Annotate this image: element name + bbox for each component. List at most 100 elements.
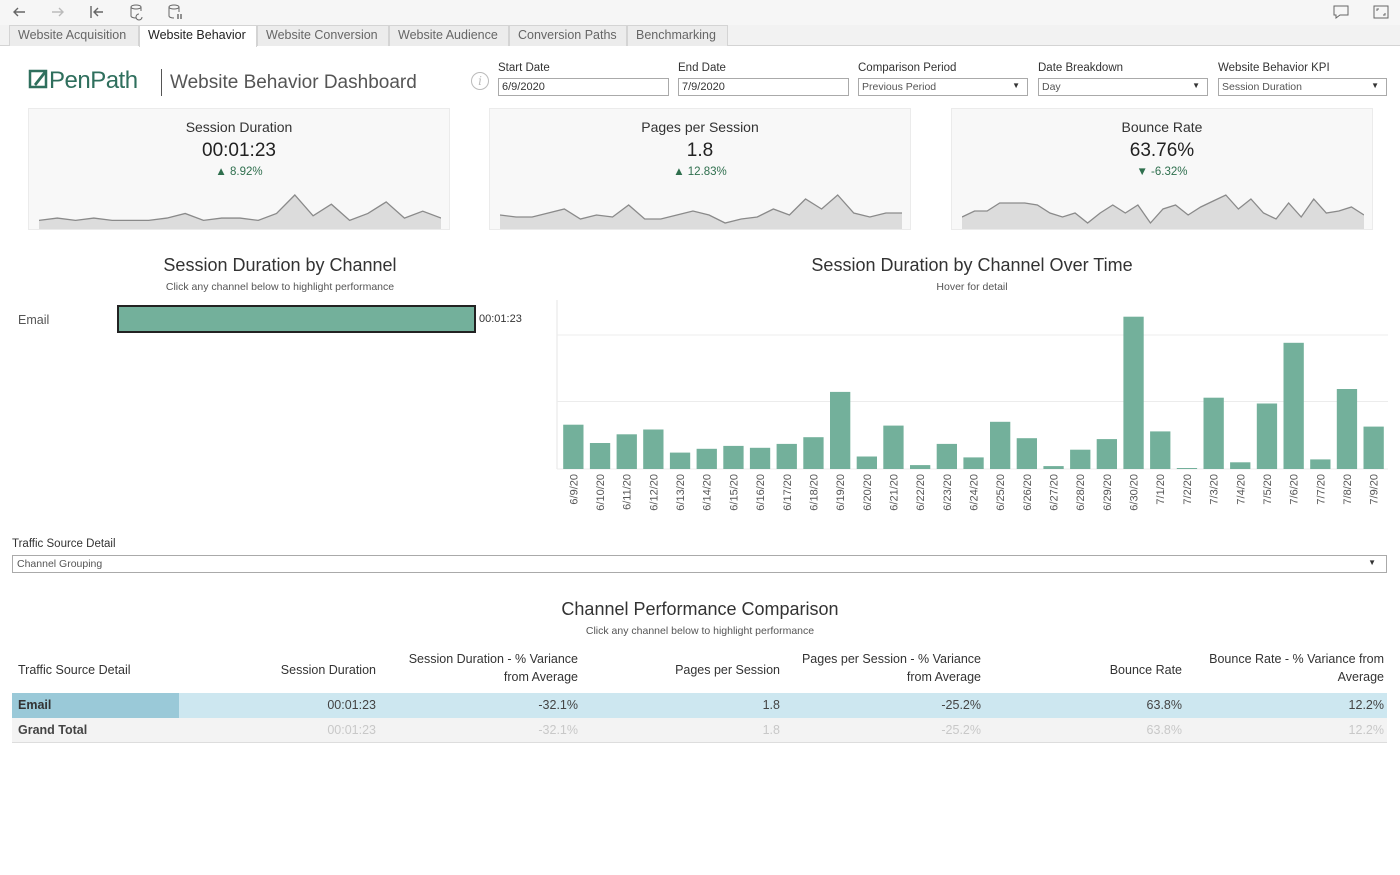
tab-website-audience[interactable]: Website Audience xyxy=(389,25,509,46)
bar-7/1/20[interactable] xyxy=(1150,431,1171,469)
x-tick-label: 6/27/20 xyxy=(1049,474,1061,511)
x-tick-label: 6/9/20 xyxy=(568,474,580,505)
bar-6/16/20[interactable] xyxy=(749,447,771,469)
kpi-title: Pages per Session xyxy=(641,119,759,135)
bar-7/5/20[interactable] xyxy=(1256,403,1278,470)
bar-7/2/20[interactable] xyxy=(1176,468,1198,469)
bar-6/17/20[interactable] xyxy=(776,443,797,469)
x-tick-label: 6/21/20 xyxy=(889,474,901,511)
bar-7/8/20[interactable] xyxy=(1336,389,1358,469)
kpi-value: Session Duration xyxy=(1222,81,1302,93)
page-title: Website Behavior Dashboard xyxy=(170,72,417,93)
tab-conversion-paths[interactable]: Conversion Paths xyxy=(509,25,627,46)
back-icon[interactable] xyxy=(8,2,30,22)
chevron-down-icon: ▼ xyxy=(1368,558,1376,567)
bar-6/21/20[interactable] xyxy=(883,425,904,469)
th-pps-variance: Pages per Session - % Variance from Aver… xyxy=(782,650,981,686)
traffic-source-value: Channel Grouping xyxy=(17,558,103,570)
bar-6/24/20[interactable] xyxy=(963,457,984,469)
penpath-logo-icon xyxy=(28,69,48,89)
bar-7/4/20[interactable] xyxy=(1230,462,1251,469)
channel-bar-email[interactable] xyxy=(117,305,476,333)
traffic-source-label: Traffic Source Detail xyxy=(12,538,116,550)
cell-pps-variance: -25.2% xyxy=(941,723,981,737)
bar-6/12/20[interactable] xyxy=(643,429,664,470)
comparison-period-label: Comparison Period xyxy=(858,62,957,74)
x-tick-label: 6/29/20 xyxy=(1102,474,1114,511)
start-date-input[interactable]: 6/9/2020 xyxy=(498,78,669,96)
kpi-select[interactable]: Session Duration ▼ xyxy=(1218,78,1387,96)
bar-6/18/20[interactable] xyxy=(803,437,824,469)
comment-icon[interactable] xyxy=(1330,2,1352,22)
bar-7/9/20[interactable] xyxy=(1363,426,1384,469)
bar-6/30/20[interactable] xyxy=(1123,316,1144,469)
bar-6/26/20[interactable] xyxy=(1016,438,1037,469)
x-tick-label: 7/5/20 xyxy=(1262,474,1274,505)
forward-icon[interactable] xyxy=(47,2,69,22)
info-icon[interactable]: i xyxy=(471,72,489,90)
bar-6/15/20[interactable] xyxy=(723,445,744,469)
bar-7/3/20[interactable] xyxy=(1203,397,1224,469)
x-tick-label: 7/1/20 xyxy=(1155,474,1167,505)
cell-sd-variance: -32.1% xyxy=(538,698,578,712)
sparkline-area xyxy=(962,195,1364,229)
channel-label[interactable]: Email xyxy=(18,313,50,327)
th-session-duration: Session Duration xyxy=(280,663,376,677)
comparison-period-select[interactable]: Previous Period ▼ xyxy=(858,78,1028,96)
tab-benchmarking[interactable]: Benchmarking xyxy=(627,25,728,46)
x-tick-label: 7/9/20 xyxy=(1369,474,1381,505)
header-divider xyxy=(161,69,162,96)
sparkline xyxy=(39,194,441,229)
cell-session-duration: 00:01:23 xyxy=(327,698,376,712)
refresh-data-icon[interactable] xyxy=(125,2,147,22)
th-pages-per-session: Pages per Session xyxy=(675,663,780,677)
x-tick-label: 6/28/20 xyxy=(1075,474,1087,511)
kpi-card-session-duration: Session Duration 00:01:23 ▲ 8.92% xyxy=(28,108,450,230)
bar-6/27/20[interactable] xyxy=(1043,466,1064,469)
bar-6/13/20[interactable] xyxy=(669,452,691,469)
kpi-title: Session Duration xyxy=(185,119,293,135)
cell-session-duration: 00:01:23 xyxy=(327,723,376,737)
bar-6/10/20[interactable] xyxy=(589,443,611,469)
bar-6/14/20[interactable] xyxy=(696,448,717,469)
x-tick-label: 6/26/20 xyxy=(1022,474,1034,511)
comparison-period-value: Previous Period xyxy=(862,81,937,93)
tab-website-conversion[interactable]: Website Conversion xyxy=(257,25,389,46)
bar-6/9/20[interactable] xyxy=(563,424,584,469)
traffic-source-select[interactable]: Channel Grouping ▼ xyxy=(12,555,1387,573)
x-tick-label: 6/22/20 xyxy=(915,474,927,511)
end-date-input[interactable]: 7/9/2020 xyxy=(678,78,849,96)
channel-section-title: Session Duration by Channel xyxy=(163,255,397,275)
bar-6/11/20[interactable] xyxy=(616,434,637,469)
tab-website-acquisition[interactable]: Website Acquisition xyxy=(9,25,139,46)
sparkline xyxy=(962,194,1364,229)
kpi-card-bounce-rate: Bounce Rate 63.76% ▼ -6.32% xyxy=(951,108,1373,230)
th-pps-variance-line1: Pages per Session - % Variance xyxy=(801,652,981,666)
x-tick-label: 6/17/20 xyxy=(782,474,794,511)
x-tick-label: 6/30/20 xyxy=(1129,474,1141,511)
bar-6/23/20[interactable] xyxy=(936,443,957,469)
bar-6/22/20[interactable] xyxy=(910,465,931,469)
revert-icon[interactable] xyxy=(86,2,108,22)
bar-6/29/20[interactable] xyxy=(1096,439,1117,469)
bar-6/28/20[interactable] xyxy=(1070,449,1091,469)
bar-6/25/20[interactable] xyxy=(990,421,1011,469)
channel-section-subtitle: Click any channel below to highlight per… xyxy=(165,281,395,293)
bar-6/20/20[interactable] xyxy=(856,456,877,470)
x-tick-label: 7/2/20 xyxy=(1182,474,1194,505)
date-breakdown-select[interactable]: Day ▼ xyxy=(1038,78,1208,96)
fullscreen-icon[interactable] xyxy=(1370,2,1392,22)
bar-6/19/20[interactable] xyxy=(830,391,851,469)
x-tick-label: 6/23/20 xyxy=(942,474,954,511)
date-breakdown-value: Day xyxy=(1042,81,1061,93)
bar-7/6/20[interactable] xyxy=(1283,342,1304,469)
th-sd-variance-line2: from Average xyxy=(503,670,578,684)
bar-7/7/20[interactable] xyxy=(1310,459,1331,469)
tab-website-behavior[interactable]: Website Behavior xyxy=(139,25,257,47)
pause-updates-icon[interactable] xyxy=(164,2,186,22)
kpi-label: Website Behavior KPI xyxy=(1218,62,1330,74)
chevron-down-icon: ▼ xyxy=(1192,81,1200,90)
x-tick-label: 7/3/20 xyxy=(1209,474,1221,505)
table-row[interactable]: Email 00:01:23 -32.1% 1.8 -25.2% 63.8% 1… xyxy=(12,693,1387,718)
x-tick-label: 6/20/20 xyxy=(862,474,874,511)
